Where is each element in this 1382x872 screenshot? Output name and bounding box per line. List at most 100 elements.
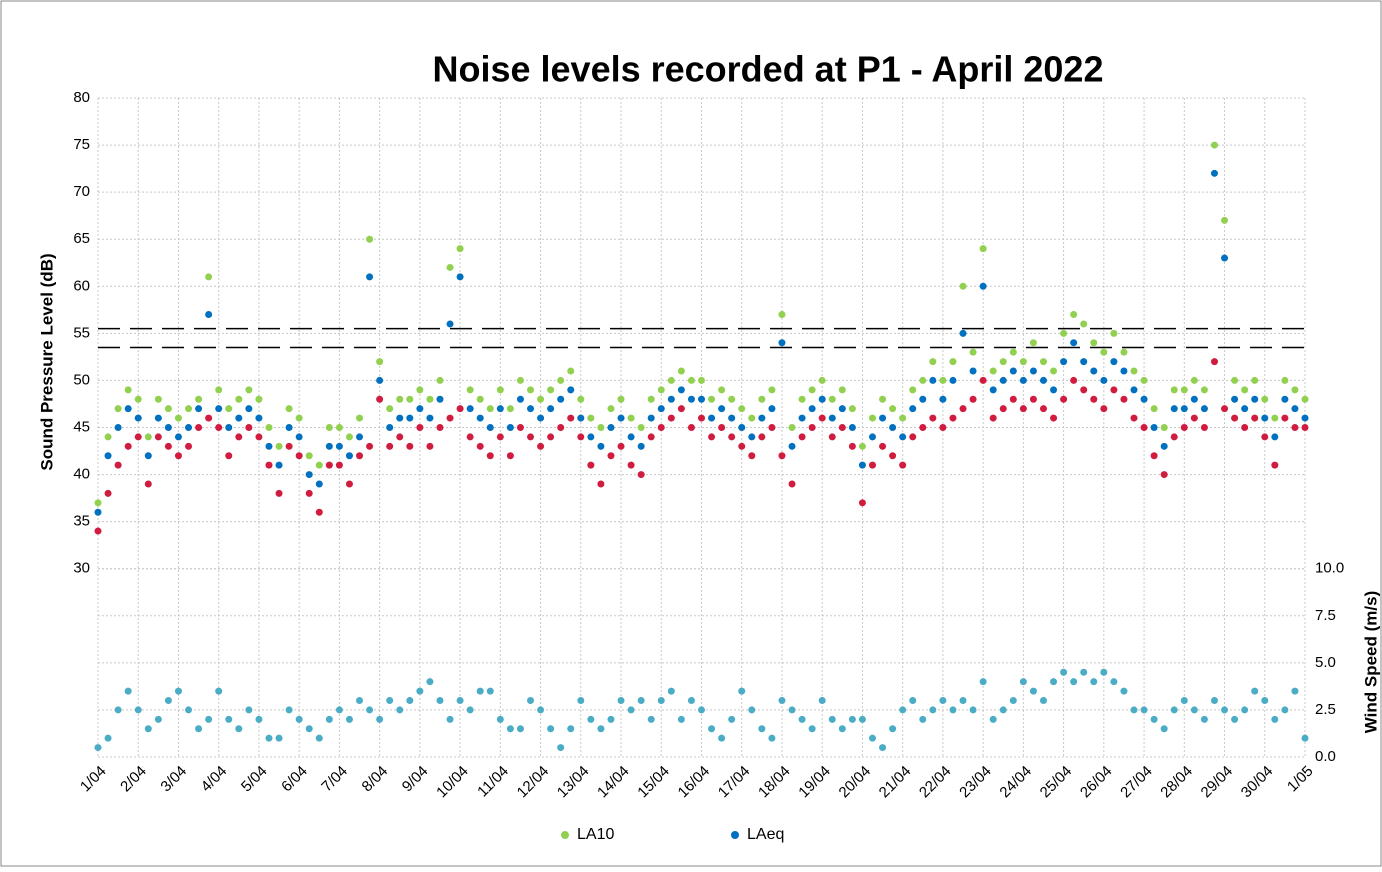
data-point bbox=[768, 424, 776, 431]
data-point bbox=[798, 414, 806, 422]
data-point bbox=[104, 433, 112, 441]
data-point bbox=[667, 395, 675, 403]
data-point bbox=[698, 414, 705, 422]
data-point bbox=[1180, 405, 1188, 413]
data-point bbox=[1241, 386, 1249, 394]
data-point bbox=[587, 715, 595, 723]
data-point bbox=[215, 424, 223, 431]
data-point bbox=[416, 424, 424, 431]
data-point bbox=[557, 395, 565, 403]
data-point bbox=[345, 452, 353, 460]
data-point bbox=[1070, 339, 1078, 347]
data-point bbox=[879, 414, 887, 422]
data-point bbox=[195, 395, 203, 403]
data-point bbox=[1120, 687, 1128, 695]
data-point bbox=[577, 414, 585, 422]
data-point bbox=[366, 273, 374, 281]
data-point bbox=[1110, 386, 1118, 394]
data-point bbox=[1080, 320, 1088, 328]
data-point bbox=[677, 367, 685, 375]
data-point bbox=[838, 386, 846, 394]
data-point bbox=[114, 461, 122, 469]
data-point bbox=[1039, 358, 1047, 366]
data-point bbox=[627, 414, 635, 422]
data-point bbox=[1009, 697, 1017, 705]
series-points bbox=[94, 141, 1309, 507]
data-point bbox=[1170, 433, 1178, 441]
data-point bbox=[275, 442, 283, 450]
data-point bbox=[1019, 358, 1027, 366]
data-point bbox=[919, 395, 927, 403]
data-point bbox=[748, 706, 756, 714]
data-point bbox=[1291, 687, 1299, 695]
data-point bbox=[718, 734, 726, 742]
data-point bbox=[185, 442, 193, 450]
data-point bbox=[94, 527, 102, 535]
data-point bbox=[1060, 668, 1068, 676]
data-point bbox=[677, 405, 685, 413]
data-point bbox=[315, 461, 323, 469]
data-point bbox=[1271, 414, 1279, 422]
data-point bbox=[245, 424, 253, 431]
data-point bbox=[476, 395, 484, 403]
y-tick-label: 80 bbox=[73, 89, 90, 106]
data-point bbox=[1271, 433, 1279, 441]
data-point bbox=[1130, 367, 1138, 375]
data-point bbox=[939, 424, 947, 431]
data-point bbox=[325, 424, 333, 431]
data-point bbox=[667, 414, 675, 422]
data-point bbox=[1221, 216, 1229, 224]
data-point bbox=[406, 414, 414, 422]
data-point bbox=[627, 461, 635, 469]
data-point bbox=[1009, 367, 1017, 375]
y-tick-label: 40 bbox=[73, 466, 90, 483]
data-point bbox=[285, 424, 293, 431]
data-point bbox=[667, 376, 675, 384]
data-point bbox=[225, 405, 233, 413]
data-point bbox=[476, 414, 484, 422]
data-point bbox=[1080, 386, 1088, 394]
data-point bbox=[124, 405, 132, 413]
data-point bbox=[164, 697, 172, 705]
data-point bbox=[607, 424, 615, 431]
data-point bbox=[295, 414, 303, 422]
data-point bbox=[788, 424, 796, 431]
data-point bbox=[1150, 452, 1158, 460]
data-point bbox=[1241, 405, 1249, 413]
data-point bbox=[245, 386, 253, 394]
data-point bbox=[989, 414, 997, 422]
data-point bbox=[1130, 386, 1138, 394]
data-point bbox=[215, 687, 223, 695]
data-point bbox=[1200, 424, 1208, 431]
data-point bbox=[959, 697, 967, 705]
data-point bbox=[617, 442, 625, 450]
data-point bbox=[939, 697, 947, 705]
data-point bbox=[1029, 339, 1037, 347]
data-point bbox=[154, 395, 162, 403]
data-point bbox=[396, 706, 404, 714]
data-point bbox=[1251, 687, 1259, 695]
data-point bbox=[1140, 395, 1148, 403]
data-point bbox=[1090, 395, 1098, 403]
y2-axis-label: Wind Speed (m/s) bbox=[1361, 591, 1380, 733]
data-point bbox=[456, 405, 464, 413]
data-point bbox=[1009, 395, 1017, 403]
data-point bbox=[1281, 395, 1289, 403]
data-point bbox=[1110, 329, 1118, 337]
data-point bbox=[154, 414, 162, 422]
data-point bbox=[1150, 715, 1158, 723]
data-point bbox=[1009, 348, 1017, 356]
data-point bbox=[647, 715, 655, 723]
data-point bbox=[1100, 405, 1108, 413]
data-point bbox=[738, 424, 746, 431]
data-point bbox=[969, 395, 977, 403]
data-point bbox=[838, 424, 846, 431]
data-point bbox=[647, 414, 655, 422]
data-point bbox=[677, 386, 685, 394]
data-point bbox=[275, 489, 283, 497]
data-point bbox=[235, 414, 243, 422]
data-point bbox=[758, 414, 766, 422]
data-point bbox=[406, 697, 414, 705]
data-point bbox=[577, 433, 585, 441]
data-point bbox=[868, 734, 876, 742]
